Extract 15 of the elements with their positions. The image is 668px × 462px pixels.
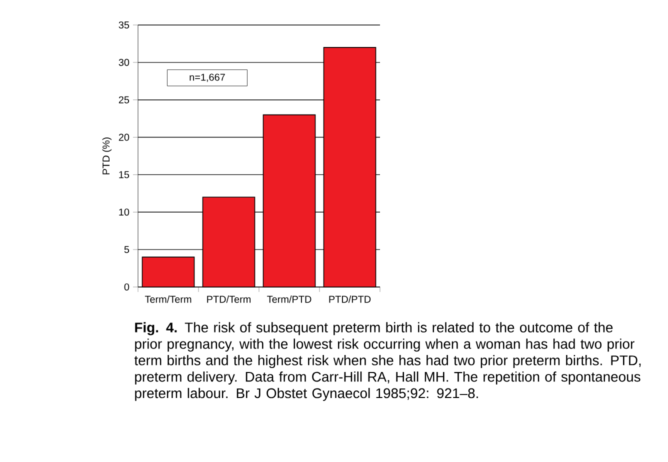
y-tick-label: 10 [119,208,130,216]
y-tick-label: 30 [118,58,130,66]
y-tick-label: 20 [118,134,130,141]
x-tick-label: Term/Term [144,296,192,303]
y-axis-title: PTD (%) [102,138,112,174]
y-tick-label: 0 [124,283,130,291]
x-tick-label: PTD/Term [207,296,251,303]
y-tick-label: 15 [119,171,130,178]
x-tick-label: Term/PTD [267,296,312,303]
x-tick-label: PTD/PTD [329,296,371,303]
y-tick-label: 25 [118,96,130,104]
annotation: n=1,667 [190,74,225,82]
y-tick-label: 5 [124,246,130,254]
text: Fig. 4. The risk of subsequent preterm birth is related to the outcome of the prior pregnancy, with the lowest risk occurring when a woman has had two prior term births and the highest risk when she has had two prior preterm births. PTD, preterm delivery. Data from Carr-Hill RA, Hall MH. The repetition of spontaneous preterm labour. Br J Obstet Gynaecol 1985;92: 921–8. [134,322,641,401]
y-tick-label: 35 [118,21,130,29]
